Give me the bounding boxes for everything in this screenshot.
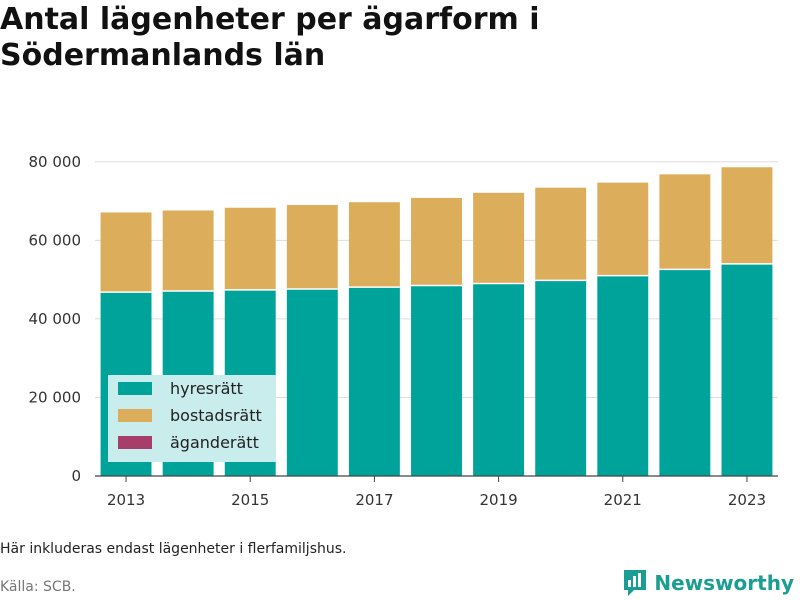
chart-title: Antal lägenheter per ägarform i Söderman…	[0, 2, 540, 73]
bar-segment-1	[286, 204, 338, 290]
bar-segment-1	[721, 167, 773, 264]
y-tick-label: 0	[71, 467, 81, 485]
x-tick-label: 2017	[355, 491, 393, 509]
brand-name: Newsworthy	[654, 571, 794, 595]
bar-segment-1	[162, 210, 214, 292]
y-tick-label: 20 000	[29, 388, 82, 406]
brand-logo: Newsworthy	[622, 568, 794, 598]
x-axis-tick-labels: 2013 2015 2017 2019 2021 2023	[107, 476, 766, 509]
bar-segment-0	[721, 263, 773, 476]
legend-label: bostadsrätt	[170, 406, 262, 425]
legend-label: äganderätt	[170, 433, 259, 452]
bar-segment-0	[535, 280, 587, 476]
x-tick-label: 2021	[604, 491, 642, 509]
bar-segment-1	[659, 174, 711, 270]
bar-segment-1	[473, 192, 525, 284]
footnote: Här inkluderas endast lägenheter i flerf…	[0, 541, 347, 557]
bar-segment-1	[411, 197, 462, 286]
bar-segment-0	[411, 285, 462, 476]
x-tick-label: 2023	[728, 491, 766, 509]
legend-swatch	[118, 409, 152, 422]
y-tick-label: 40 000	[29, 310, 82, 328]
bar-segment-0	[473, 283, 525, 476]
legend-swatch	[118, 436, 152, 449]
legend-label: hyresrätt	[170, 379, 243, 398]
source-credit: Källa: SCB.	[0, 579, 76, 595]
bar-segment-0	[659, 269, 711, 476]
bar-segment-0	[286, 289, 338, 476]
x-tick-label: 2019	[479, 491, 517, 509]
bar-segment-1	[348, 202, 400, 288]
newsworthy-logo-icon	[624, 570, 647, 596]
bar-segment-1	[535, 187, 587, 281]
bar-segment-0	[348, 287, 400, 476]
y-axis-tick-labels: 0 20 000 40 000 60 000 80 000	[29, 153, 82, 485]
legend-swatch	[118, 382, 152, 395]
y-tick-label: 80 000	[29, 153, 82, 171]
bar-segment-1	[100, 212, 152, 293]
bar-segment-1	[224, 207, 276, 290]
y-tick-label: 60 000	[29, 231, 82, 249]
bar-segment-1	[597, 182, 649, 276]
x-tick-label: 2013	[107, 491, 145, 509]
x-tick-label: 2015	[231, 491, 269, 509]
bar-segment-0	[597, 275, 649, 476]
legend: hyresrätt bostadsrätt äganderätt	[108, 375, 276, 462]
